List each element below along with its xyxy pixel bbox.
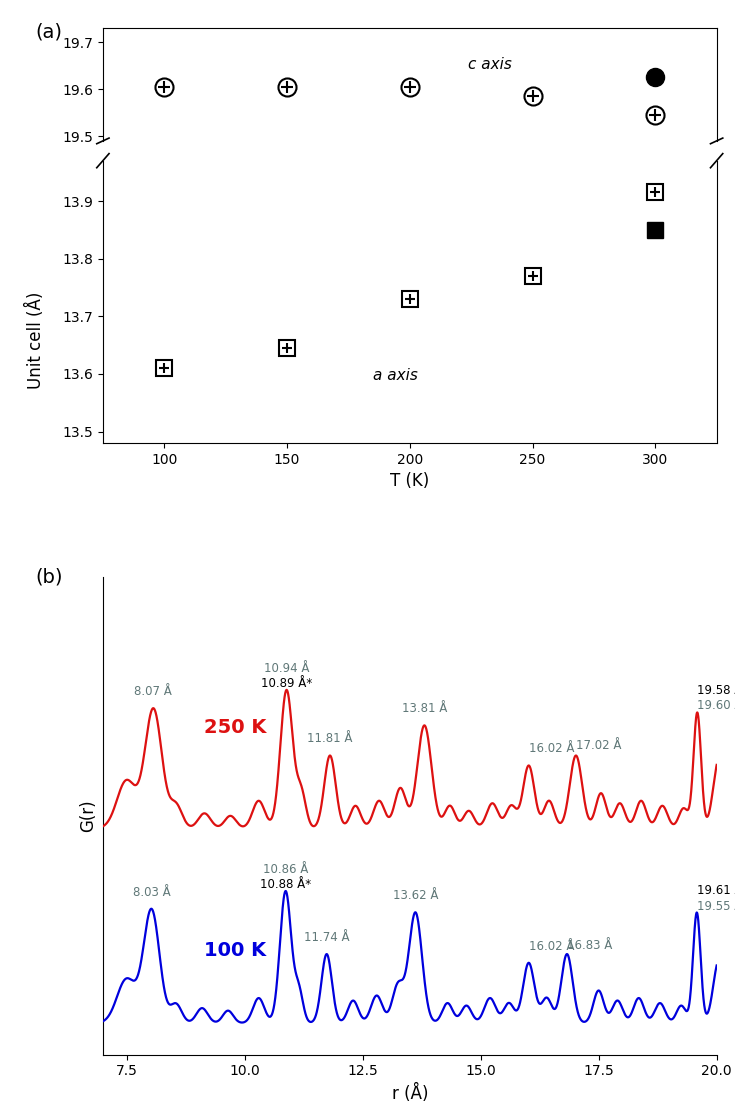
Text: 19.55 Å: 19.55 Å [697,899,735,913]
Text: 8.03 Å: 8.03 Å [132,886,171,898]
X-axis label: T (K): T (K) [390,472,429,490]
Text: 10.88 Å*: 10.88 Å* [260,878,311,891]
Y-axis label: G(r): G(r) [79,799,97,833]
Text: 11.81 Å: 11.81 Å [307,732,353,745]
Text: 10.89 Å*: 10.89 Å* [261,677,312,690]
Text: 13.81 Å: 13.81 Å [402,702,447,715]
Text: 100 K: 100 K [204,941,267,960]
Text: a axis: a axis [373,368,417,383]
Text: 19.58 Å*: 19.58 Å* [698,684,735,698]
Text: 16.83 Å: 16.83 Å [567,939,612,952]
Text: 16.02 Å: 16.02 Å [528,940,574,953]
Text: 17.02 Å: 17.02 Å [576,739,621,752]
Text: (b): (b) [35,568,63,587]
Text: 8.07 Å: 8.07 Å [135,685,172,699]
Text: 250 K: 250 K [204,719,267,738]
Text: 13.62 Å: 13.62 Å [392,889,438,902]
Text: Unit cell (Å): Unit cell (Å) [26,291,45,389]
Text: c axis: c axis [468,57,512,71]
Text: 19.61 Å*: 19.61 Å* [697,885,735,897]
Text: 10.94 Å: 10.94 Å [264,662,309,675]
Text: (a): (a) [35,22,62,41]
X-axis label: r (Å): r (Å) [392,1084,428,1103]
Text: 10.86 Å: 10.86 Å [263,863,308,876]
Text: 11.74 Å: 11.74 Å [304,931,349,944]
Text: 19.60 Å: 19.60 Å [698,700,735,712]
Text: 16.02 Å: 16.02 Å [528,742,574,756]
